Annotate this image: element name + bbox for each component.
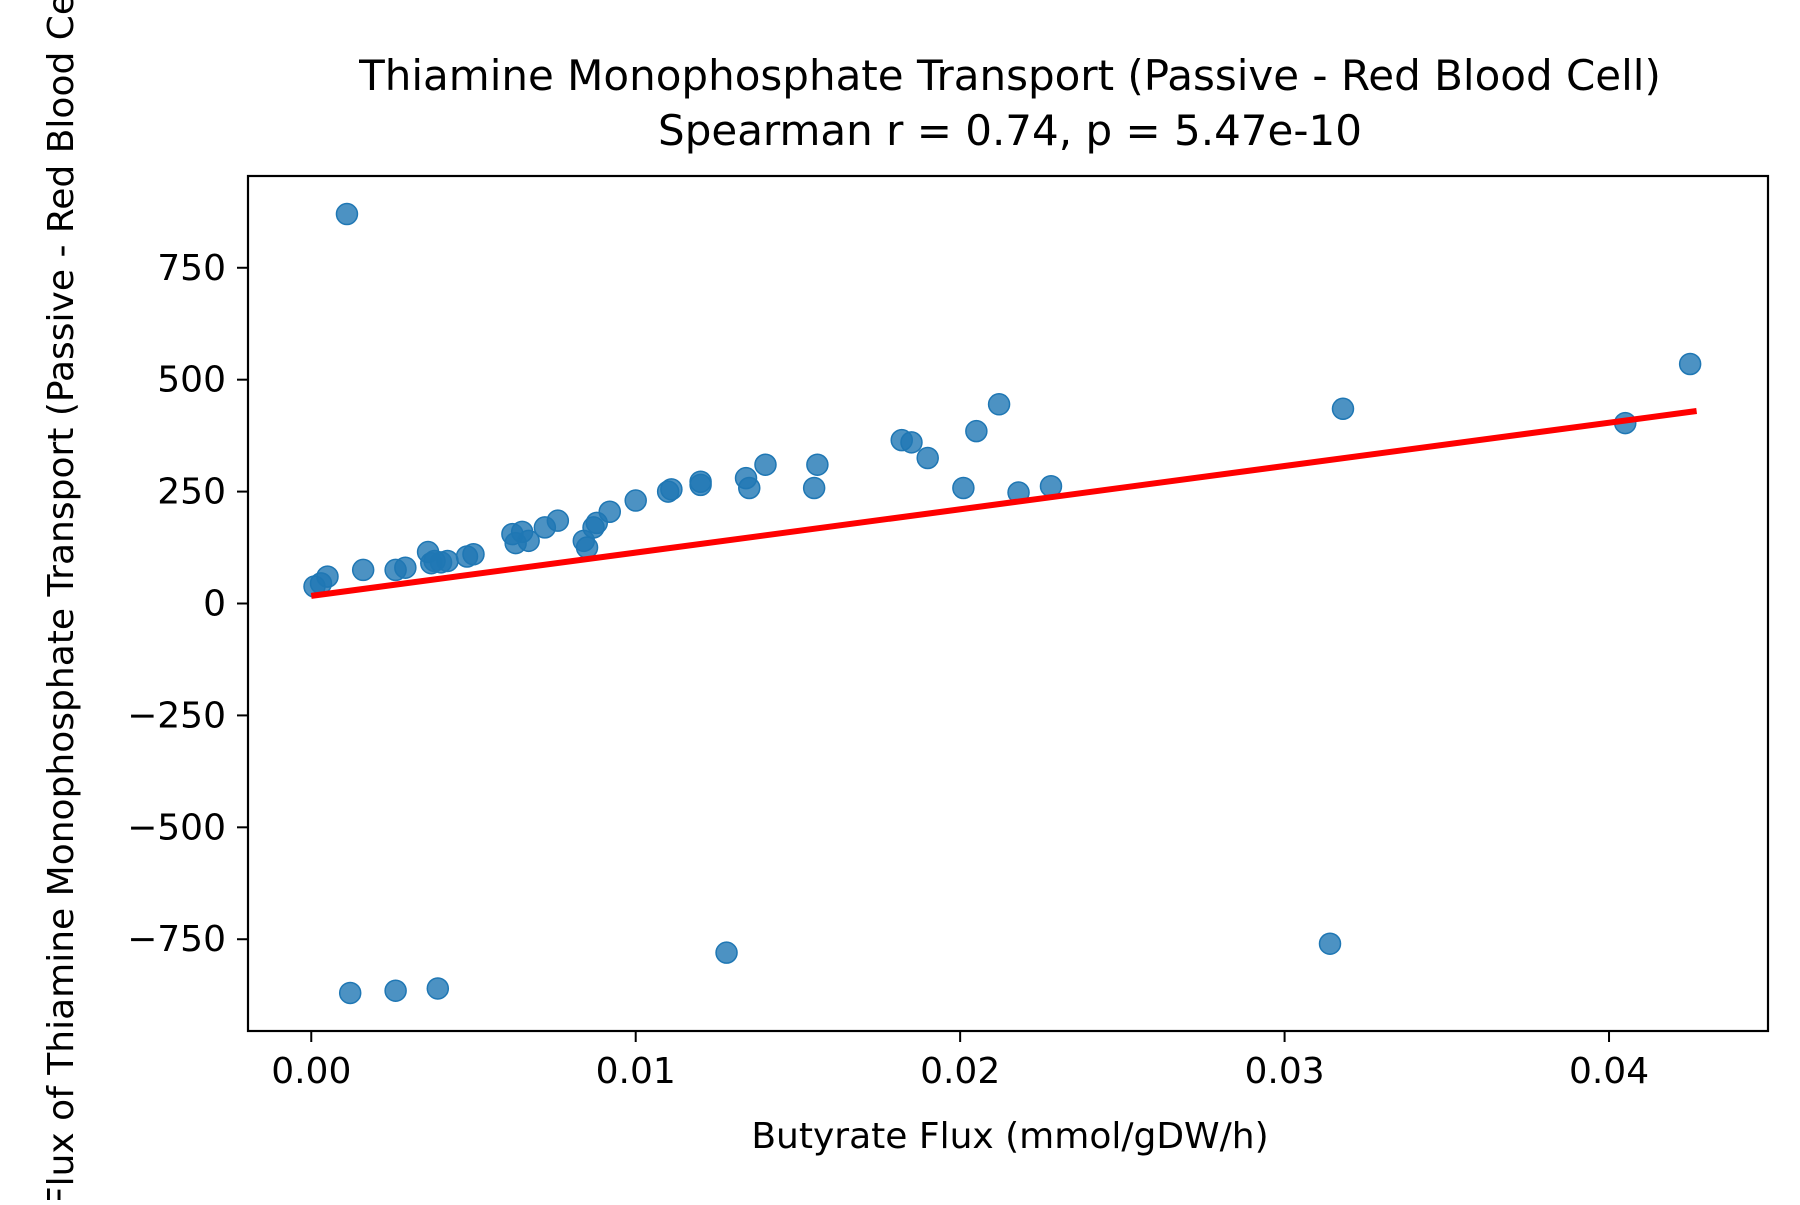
data-point <box>715 941 738 964</box>
x-tick-label: 0.03 <box>1245 1051 1325 1092</box>
data-point <box>806 453 829 476</box>
data-point <box>426 977 450 1000</box>
y-tick-label: 0 <box>203 584 226 625</box>
data-point <box>338 981 362 1005</box>
data-point <box>624 489 647 512</box>
y-tick-label: 250 <box>157 472 226 513</box>
data-point <box>1331 397 1355 421</box>
data-point <box>916 446 939 470</box>
chart-subtitle: Spearman r = 0.74, p = 5.47e-10 <box>658 106 1362 155</box>
data-point <box>462 543 485 566</box>
data-point <box>436 549 459 573</box>
data-point <box>335 202 359 226</box>
data-point <box>952 476 975 500</box>
data-point <box>660 478 683 501</box>
x-tick-label: 0.02 <box>920 1051 1000 1092</box>
data-point <box>384 979 407 1002</box>
axis-ticks: 0.00 0.01 0.02 0.03 0.04 −750 −500 −250 0 250 500 7… <box>127 248 1649 1092</box>
trend-line <box>310 408 1698 599</box>
data-point <box>802 476 826 500</box>
trend-line-group <box>310 408 1698 599</box>
data-point <box>598 500 622 523</box>
data-point <box>900 431 923 454</box>
plot-frame <box>246 174 1770 1033</box>
data-point <box>738 476 761 500</box>
y-tick-label: −750 <box>127 919 226 960</box>
data-point <box>351 558 375 582</box>
data-point <box>1678 352 1702 376</box>
y-tick-label: −500 <box>127 807 226 848</box>
y-tick-label: 500 <box>157 360 226 401</box>
data-point <box>316 565 339 588</box>
x-axis-label: Butyrate Flux (mmol/gDW/h) <box>751 1116 1268 1157</box>
chart-title: Thiamine Monophosphate Transport (Passiv… <box>358 51 1661 100</box>
data-point <box>689 470 712 493</box>
y-axis-label: Flux of Thiamine Monophosphate Transport… <box>41 0 82 1200</box>
data-points <box>303 202 1702 1005</box>
data-point <box>575 536 599 559</box>
data-point <box>987 393 1011 416</box>
data-point <box>754 453 777 476</box>
data-point <box>394 556 417 579</box>
y-tick-label: 750 <box>157 248 226 289</box>
x-tick-label: 0.01 <box>596 1051 676 1092</box>
y-tick-label: −250 <box>127 695 226 736</box>
x-tick-label: 0.04 <box>1569 1051 1649 1092</box>
data-point <box>546 509 570 532</box>
data-point <box>1318 932 1342 955</box>
data-point <box>517 529 540 553</box>
x-tick-label: 0.00 <box>271 1051 351 1092</box>
data-point <box>965 419 988 443</box>
